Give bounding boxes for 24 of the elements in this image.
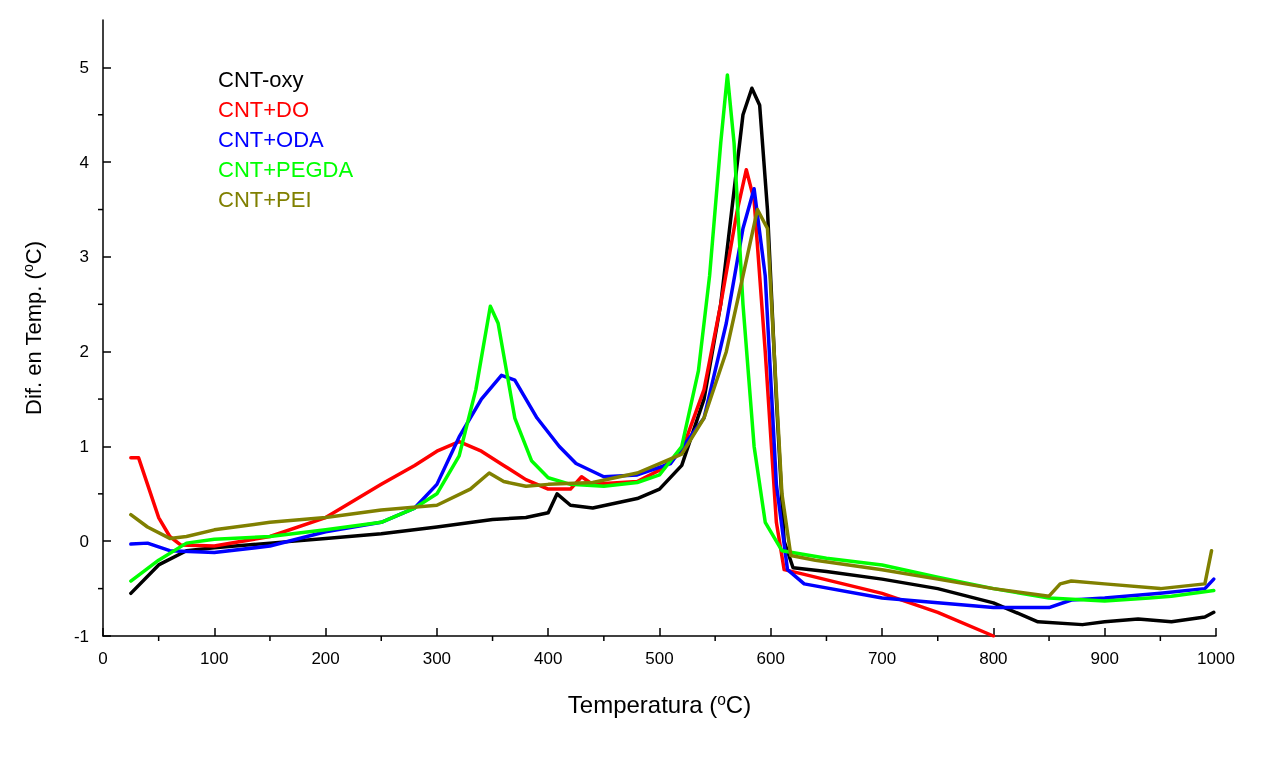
text: CNT+DO <box>218 96 310 122</box>
x-tick-label: 100 <box>200 649 229 668</box>
x-tick-label: 600 <box>756 649 785 668</box>
y-axis-title: Dif. en Temp. (oC) <box>20 240 46 415</box>
y-tick-label: 1 <box>79 436 89 456</box>
x-tick-label: 800 <box>979 649 1008 668</box>
text: CNT+PEI <box>218 186 312 212</box>
y-tick-label: 0 <box>79 531 89 551</box>
text: CNT-oxy <box>218 66 304 92</box>
x-tick-label: 0 <box>98 649 108 668</box>
x-tick-label: 500 <box>645 649 674 668</box>
x-tick-label: 200 <box>311 649 340 668</box>
y-tick-label: 5 <box>79 57 89 77</box>
x-tick-label: 400 <box>534 649 563 668</box>
text: CNT+PEGDA <box>218 156 354 182</box>
x-tick-label: 300 <box>422 649 452 668</box>
y-tick-label: -1 <box>73 626 89 646</box>
x-tick-label: 1000 <box>1197 649 1235 668</box>
x-tick-label: 900 <box>1090 649 1119 668</box>
x-tick-label: 700 <box>867 649 897 668</box>
y-tick-label: 4 <box>79 152 89 172</box>
y-tick-label: 2 <box>79 342 89 362</box>
text: CNT+ODA <box>218 126 325 152</box>
y-tick-label: 3 <box>79 247 89 267</box>
